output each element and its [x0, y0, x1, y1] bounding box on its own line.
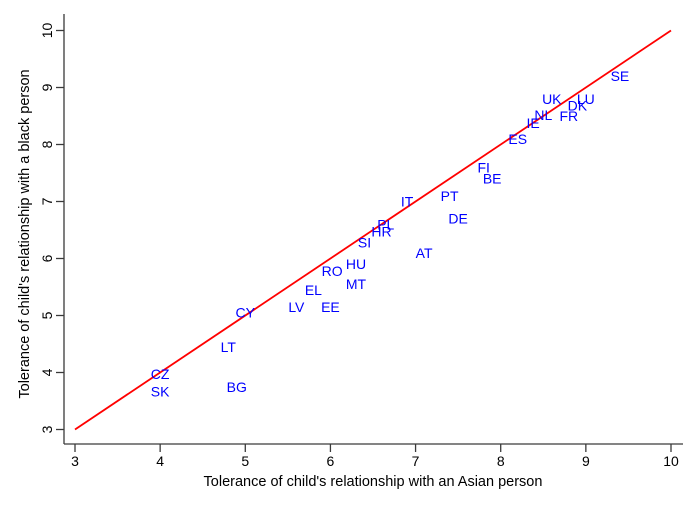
point-label-LT: LT [221, 339, 237, 355]
x-tick-label: 4 [156, 453, 164, 469]
x-tick-label: 9 [582, 453, 590, 469]
point-label-BE: BE [483, 171, 502, 187]
point-label-EE: EE [321, 299, 340, 315]
point-label-BG: BG [227, 379, 247, 395]
y-tick-label: 9 [39, 83, 55, 91]
point-label-SK: SK [151, 383, 170, 399]
x-tick-label: 5 [241, 453, 249, 469]
point-label-CZ: CZ [151, 366, 170, 382]
y-tick-label: 4 [39, 368, 55, 376]
point-label-DE: DE [448, 211, 467, 227]
identity-line [74, 29, 672, 431]
point-label-FR: FR [559, 108, 578, 124]
x-axis-title: Tolerance of child's relationship with a… [203, 474, 543, 490]
point-label-MT: MT [346, 276, 367, 292]
point-label-LV: LV [288, 299, 305, 315]
point-label-UK: UK [542, 91, 562, 107]
point-label-LU: LU [577, 91, 595, 107]
y-tick-label: 10 [39, 23, 55, 39]
point-label-IE: IE [526, 115, 539, 131]
point-label-NL: NL [534, 107, 552, 123]
point-label-HR: HR [371, 224, 391, 240]
y-tick-label: 5 [39, 311, 55, 319]
point-label-SI: SI [358, 235, 371, 251]
x-tick-label: 7 [412, 453, 420, 469]
y-tick-label: 7 [39, 197, 55, 205]
point-label-CY: CY [236, 305, 256, 321]
point-label-FI: FI [477, 159, 489, 175]
point-label-IT: IT [401, 194, 414, 210]
point-label-AT: AT [416, 245, 433, 261]
point-label-HU: HU [346, 256, 366, 272]
y-axis-title: Tolerance of child's relationship with a… [17, 69, 33, 399]
point-label-SE: SE [611, 68, 630, 84]
point-label-EL: EL [305, 282, 322, 298]
point-label-PL: PL [377, 216, 394, 232]
x-tick-label: 6 [327, 453, 335, 469]
y-tick-label: 3 [39, 425, 55, 433]
y-tick-label: 8 [39, 140, 55, 148]
x-tick-label: 8 [497, 453, 505, 469]
x-tick-label: 10 [663, 453, 679, 469]
point-label-ES: ES [508, 131, 527, 147]
point-label-PT: PT [441, 188, 459, 204]
point-label-RO: RO [322, 263, 343, 279]
point-label-DK: DK [568, 98, 588, 114]
y-tick-label: 6 [39, 254, 55, 262]
x-tick-label: 3 [71, 453, 79, 469]
